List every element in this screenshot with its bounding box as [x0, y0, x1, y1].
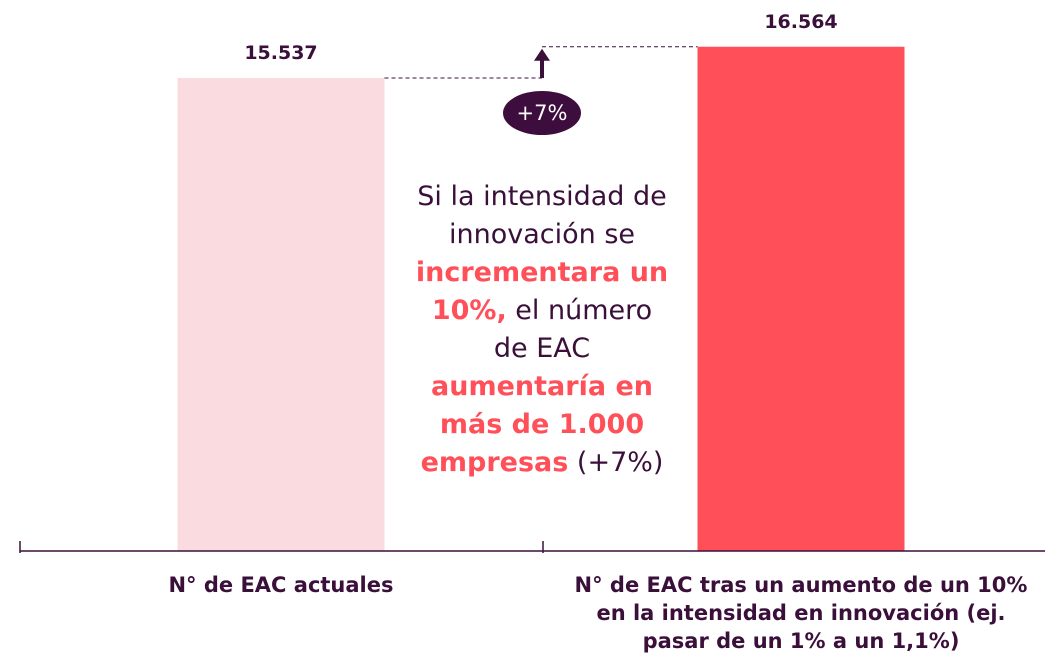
annotation-text: de EAC	[493, 333, 591, 364]
annotation-text: incrementara un	[415, 257, 669, 288]
bar	[177, 78, 385, 551]
value-label: 16.564	[764, 10, 838, 33]
delta-label: +7%	[517, 101, 568, 125]
annotation-line: incrementara un	[390, 254, 694, 292]
delta-arrowhead	[534, 48, 550, 61]
annotation: Si la intensidad de innovación se incremen…	[390, 178, 694, 482]
annotation-line: empresas (+7%)	[390, 444, 694, 482]
annotation-text: innovación se	[448, 219, 635, 250]
x-tick-label: N° de EAC tras un aumento de un 10% en l…	[574, 573, 1028, 653]
annotation-line: innovación se	[390, 216, 694, 254]
annotation-text: Si la intensidad de	[417, 181, 667, 212]
annotation-text: (+7%)	[568, 447, 664, 478]
x-tick-label: N° de EAC actuales	[168, 573, 394, 597]
bar	[697, 46, 905, 551]
annotation-text: empresas	[420, 447, 569, 478]
annotation-text: el número	[506, 295, 653, 326]
value-label: 15.537	[244, 42, 318, 65]
annotation-line: más de 1.000	[390, 406, 694, 444]
annotation-line: Si la intensidad de	[390, 178, 694, 216]
annotation-line: 10%, el número	[390, 292, 694, 330]
annotation-line: aumentaría en	[390, 368, 694, 406]
annotation-line: de EAC	[390, 330, 694, 368]
delta-badge	[503, 91, 581, 135]
annotation-text: 10%,	[431, 295, 507, 326]
annotation-text: más de 1.000	[439, 409, 645, 440]
annotation-text: aumentaría en	[431, 371, 653, 402]
